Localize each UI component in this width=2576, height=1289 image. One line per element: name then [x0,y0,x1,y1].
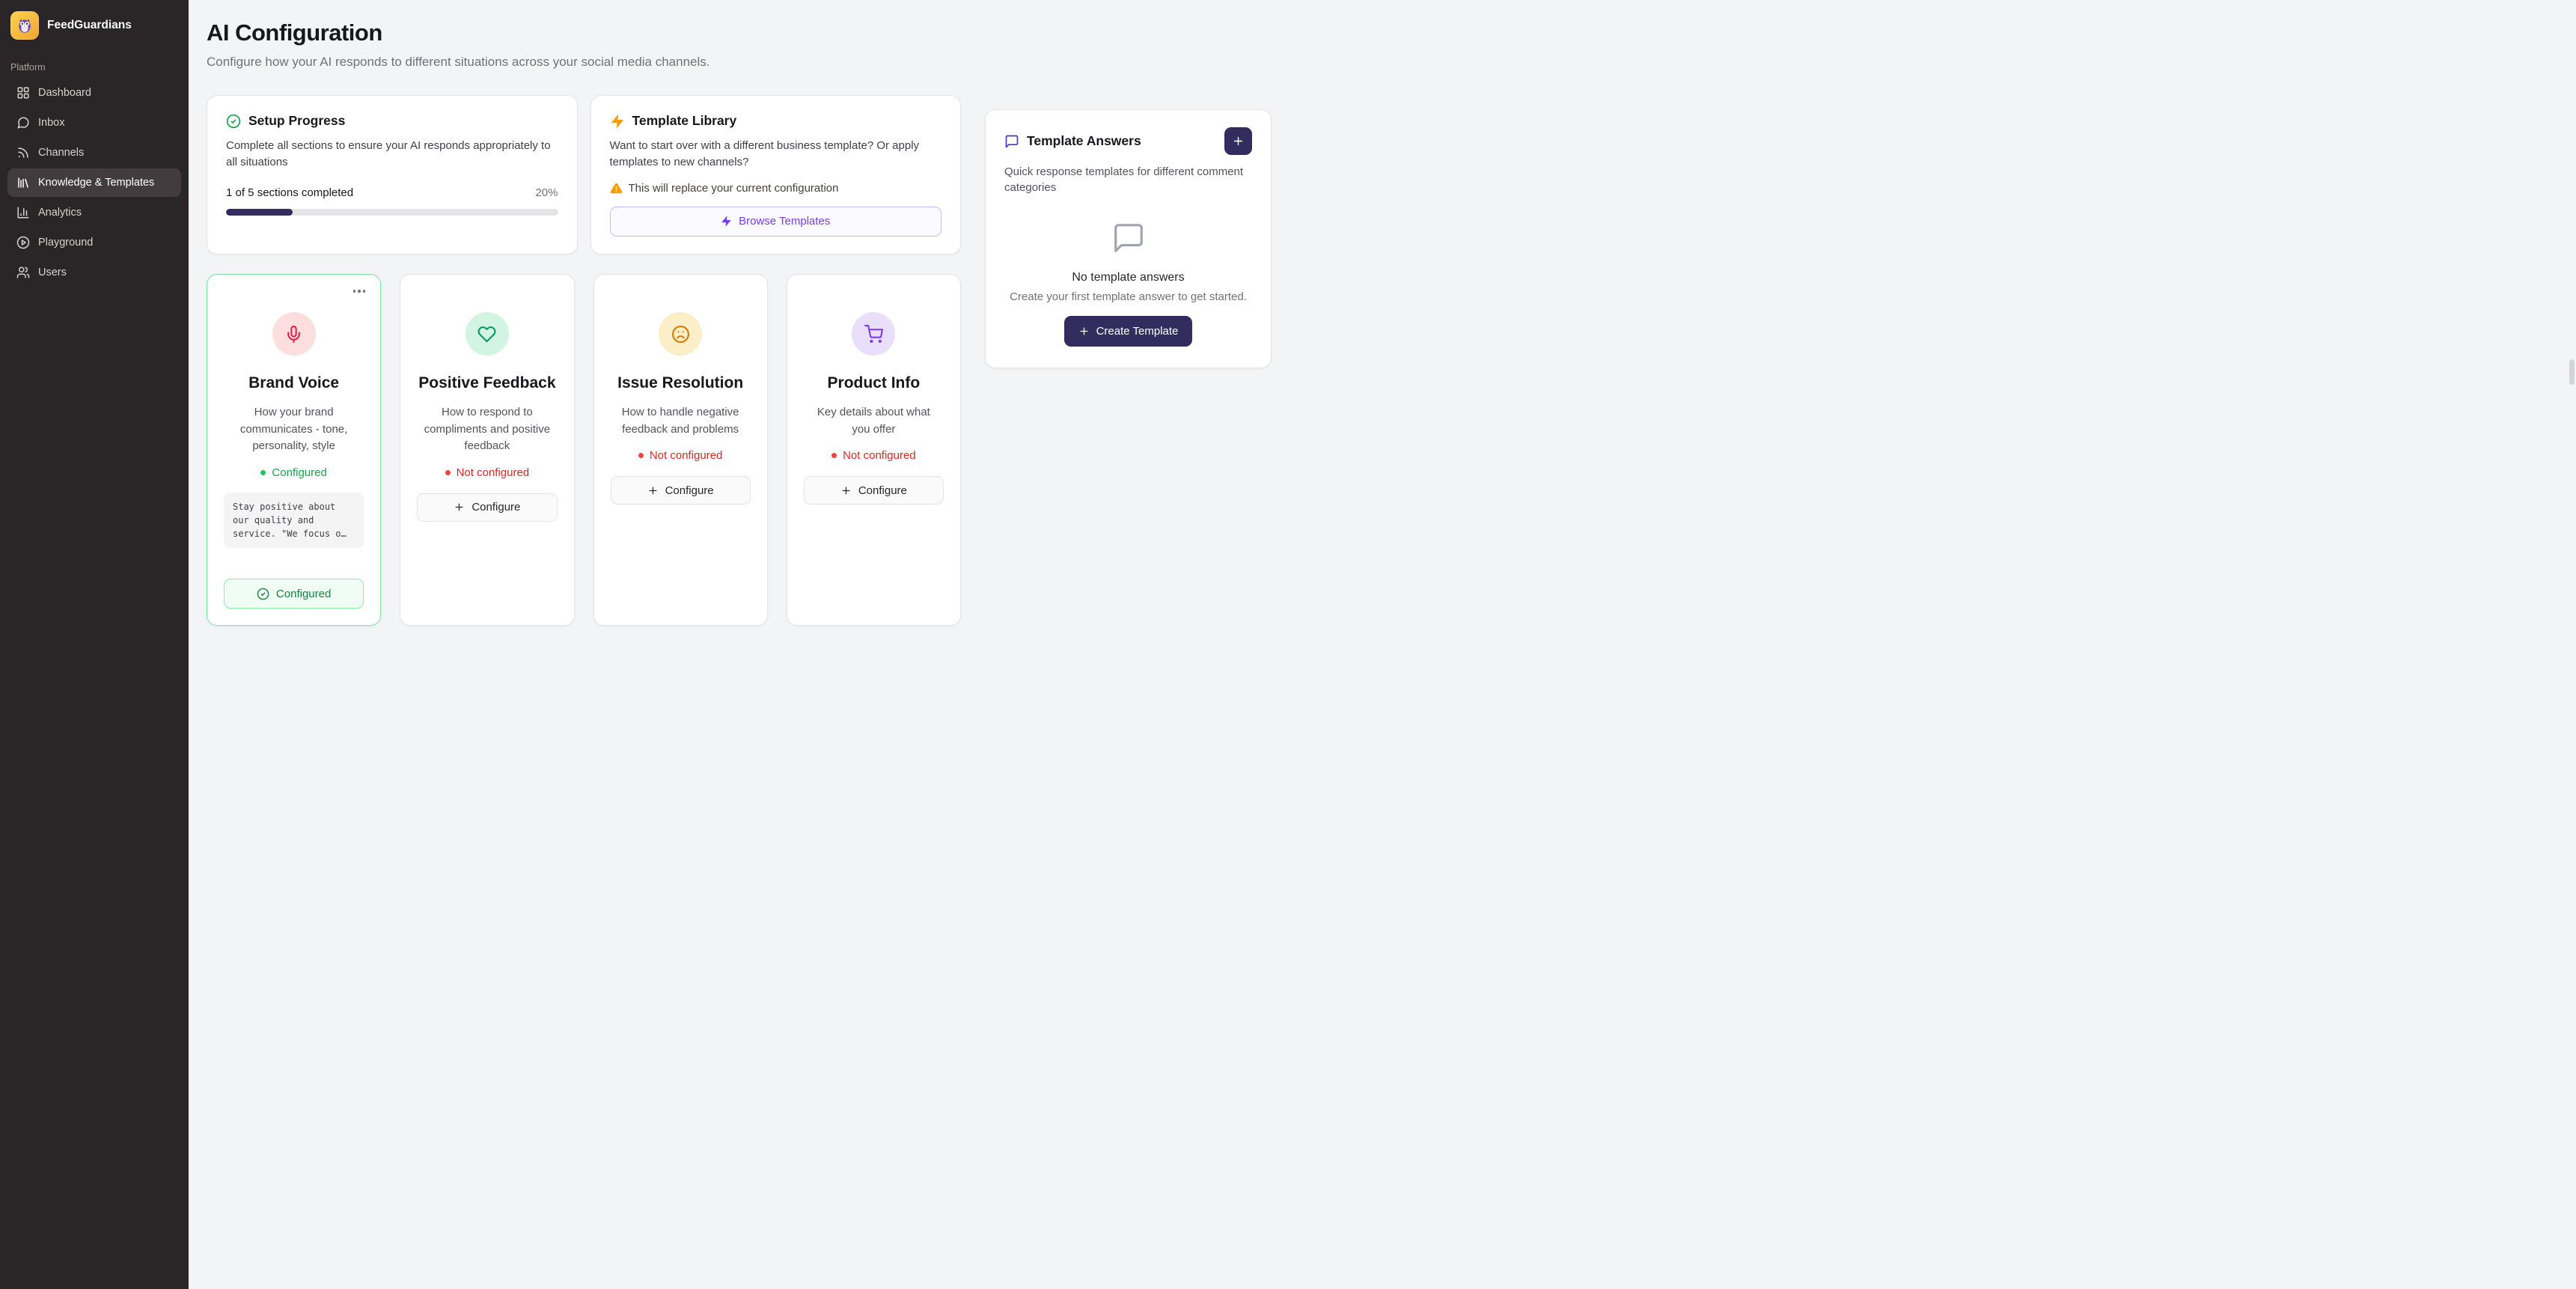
progress-bar-fill [226,208,293,216]
setup-progress-description: Complete all sections to ensure your AI … [226,139,551,168]
status-dot [445,469,451,475]
progress-bar [226,208,558,216]
section-card-brand-voice: Brand Voice How your brand communicates … [207,274,382,626]
progress-percent: 20% [535,186,558,199]
section-title: Product Info [827,374,921,391]
section-description: How to respond to compliments and positi… [424,406,551,452]
brand-voice-preview: Stay positive about our quality and serv… [224,492,364,548]
plus-icon [649,487,657,494]
knowledge-library-icon [16,176,30,189]
setup-progress-title: Setup Progress [248,113,346,128]
configure-button[interactable]: Configure [417,493,558,522]
lightning-icon [611,114,623,128]
main-content: AI Configuration Configure how your AI r… [189,0,1288,644]
section-description: How your brand communicates - tone, pers… [239,406,348,452]
section-card-issue-resolution: Issue Resolution How to handle negative … [593,274,768,626]
page-subtitle: Configure how your AI responds to differ… [207,55,710,69]
status-badge: Not configured [831,449,916,462]
template-library-warning: This will replace your current configura… [628,181,839,195]
heart-icon [465,312,509,356]
section-title: Brand Voice [248,374,340,391]
sidebar-item-channels[interactable]: Channels [7,138,181,167]
brand-name: FeedGuardians [47,19,132,31]
status-badge: Not configured [445,466,529,479]
section-card-product-info: Product Info Key details about what you … [786,274,961,626]
setup-progress-card: Setup Progress Complete all sections to … [207,95,578,255]
playground-play-icon [16,236,30,249]
sidebar-nav: Dashboard Inbox Channels Knowledge & Tem… [0,77,189,288]
section-description: Key details about what you offer [817,406,930,436]
template-answers-card: Template Answers Quick response template… [985,109,1272,368]
sidebar-item-users[interactable]: Users [7,258,181,287]
analytics-chart-icon [16,206,30,219]
inbox-chat-icon [16,116,30,129]
sidebar-item-label: Inbox [38,117,65,129]
card-menu-icon[interactable] [349,285,370,297]
template-answers-description: Quick response templates for different c… [1004,165,1244,194]
configure-button[interactable]: Configure [610,476,751,505]
frown-face-icon [659,312,703,356]
plus-icon [455,503,463,511]
speech-bubble-icon [1005,135,1019,147]
sidebar-item-inbox[interactable]: Inbox [7,109,181,137]
create-template-button[interactable]: Create Template [1063,316,1193,347]
progress-label: 1 of 5 sections completed [226,186,354,199]
shopping-cart-icon [852,312,896,356]
sidebar: FeedGuardians Platform Dashboard Inbox C… [0,0,189,1289]
scrollbar-thumb[interactable] [2569,359,2575,385]
microphone-icon [272,312,316,356]
configured-button[interactable]: Configured [224,579,364,609]
speech-bubble-icon [1114,224,1143,252]
sidebar-item-label: Knowledge & Templates [38,177,155,189]
empty-state-subtitle: Create your first template answer to get… [1010,290,1247,303]
configure-button[interactable]: Configure [803,476,944,505]
lightning-icon [721,216,731,227]
status-dot [831,453,837,458]
plus-icon [842,487,850,494]
template-library-description: Want to start over with a different busi… [609,139,920,168]
sidebar-item-label: Channels [38,147,85,159]
users-icon [16,266,30,279]
brand: FeedGuardians [0,0,189,47]
status-dot [260,469,266,475]
empty-state: No template answers Create your first te… [1004,221,1252,347]
check-circle-icon [226,114,241,128]
dashboard-grid-icon [16,86,30,100]
section-card-positive-feedback: Positive Feedback How to respond to comp… [400,274,575,626]
browse-templates-button[interactable]: Browse Templates [609,206,941,237]
status-badge: Configured [260,466,327,479]
sidebar-section-label: Platform [10,62,46,73]
status-badge: Not configured [638,449,722,462]
page-title: AI Configuration [207,19,382,46]
check-circle-icon [257,588,269,600]
empty-state-title: No template answers [1072,271,1185,284]
section-title: Issue Resolution [617,374,744,391]
plus-icon [1233,136,1243,146]
add-template-button[interactable] [1224,127,1252,155]
sidebar-item-label: Analytics [38,207,82,219]
sidebar-item-label: Users [38,266,67,278]
sidebar-item-dashboard[interactable]: Dashboard [7,79,181,107]
section-description: How to handle negative feedback and prob… [621,406,739,436]
section-title: Positive Feedback [418,374,556,391]
template-library-card: Template Library Want to start over with… [590,95,961,255]
owl-logo-icon [10,11,39,40]
plus-icon [1080,327,1088,335]
template-library-title: Template Library [632,113,737,128]
sidebar-item-label: Dashboard [38,87,91,99]
status-dot [638,453,644,458]
template-answers-title: Template Answers [1027,133,1141,148]
sidebar-item-analytics[interactable]: Analytics [7,198,181,227]
warning-triangle-icon [610,183,622,193]
channels-rss-icon [16,146,30,159]
sidebar-item-playground[interactable]: Playground [7,228,181,257]
sidebar-item-label: Playground [38,237,94,249]
sidebar-item-knowledge-templates[interactable]: Knowledge & Templates [7,168,181,197]
